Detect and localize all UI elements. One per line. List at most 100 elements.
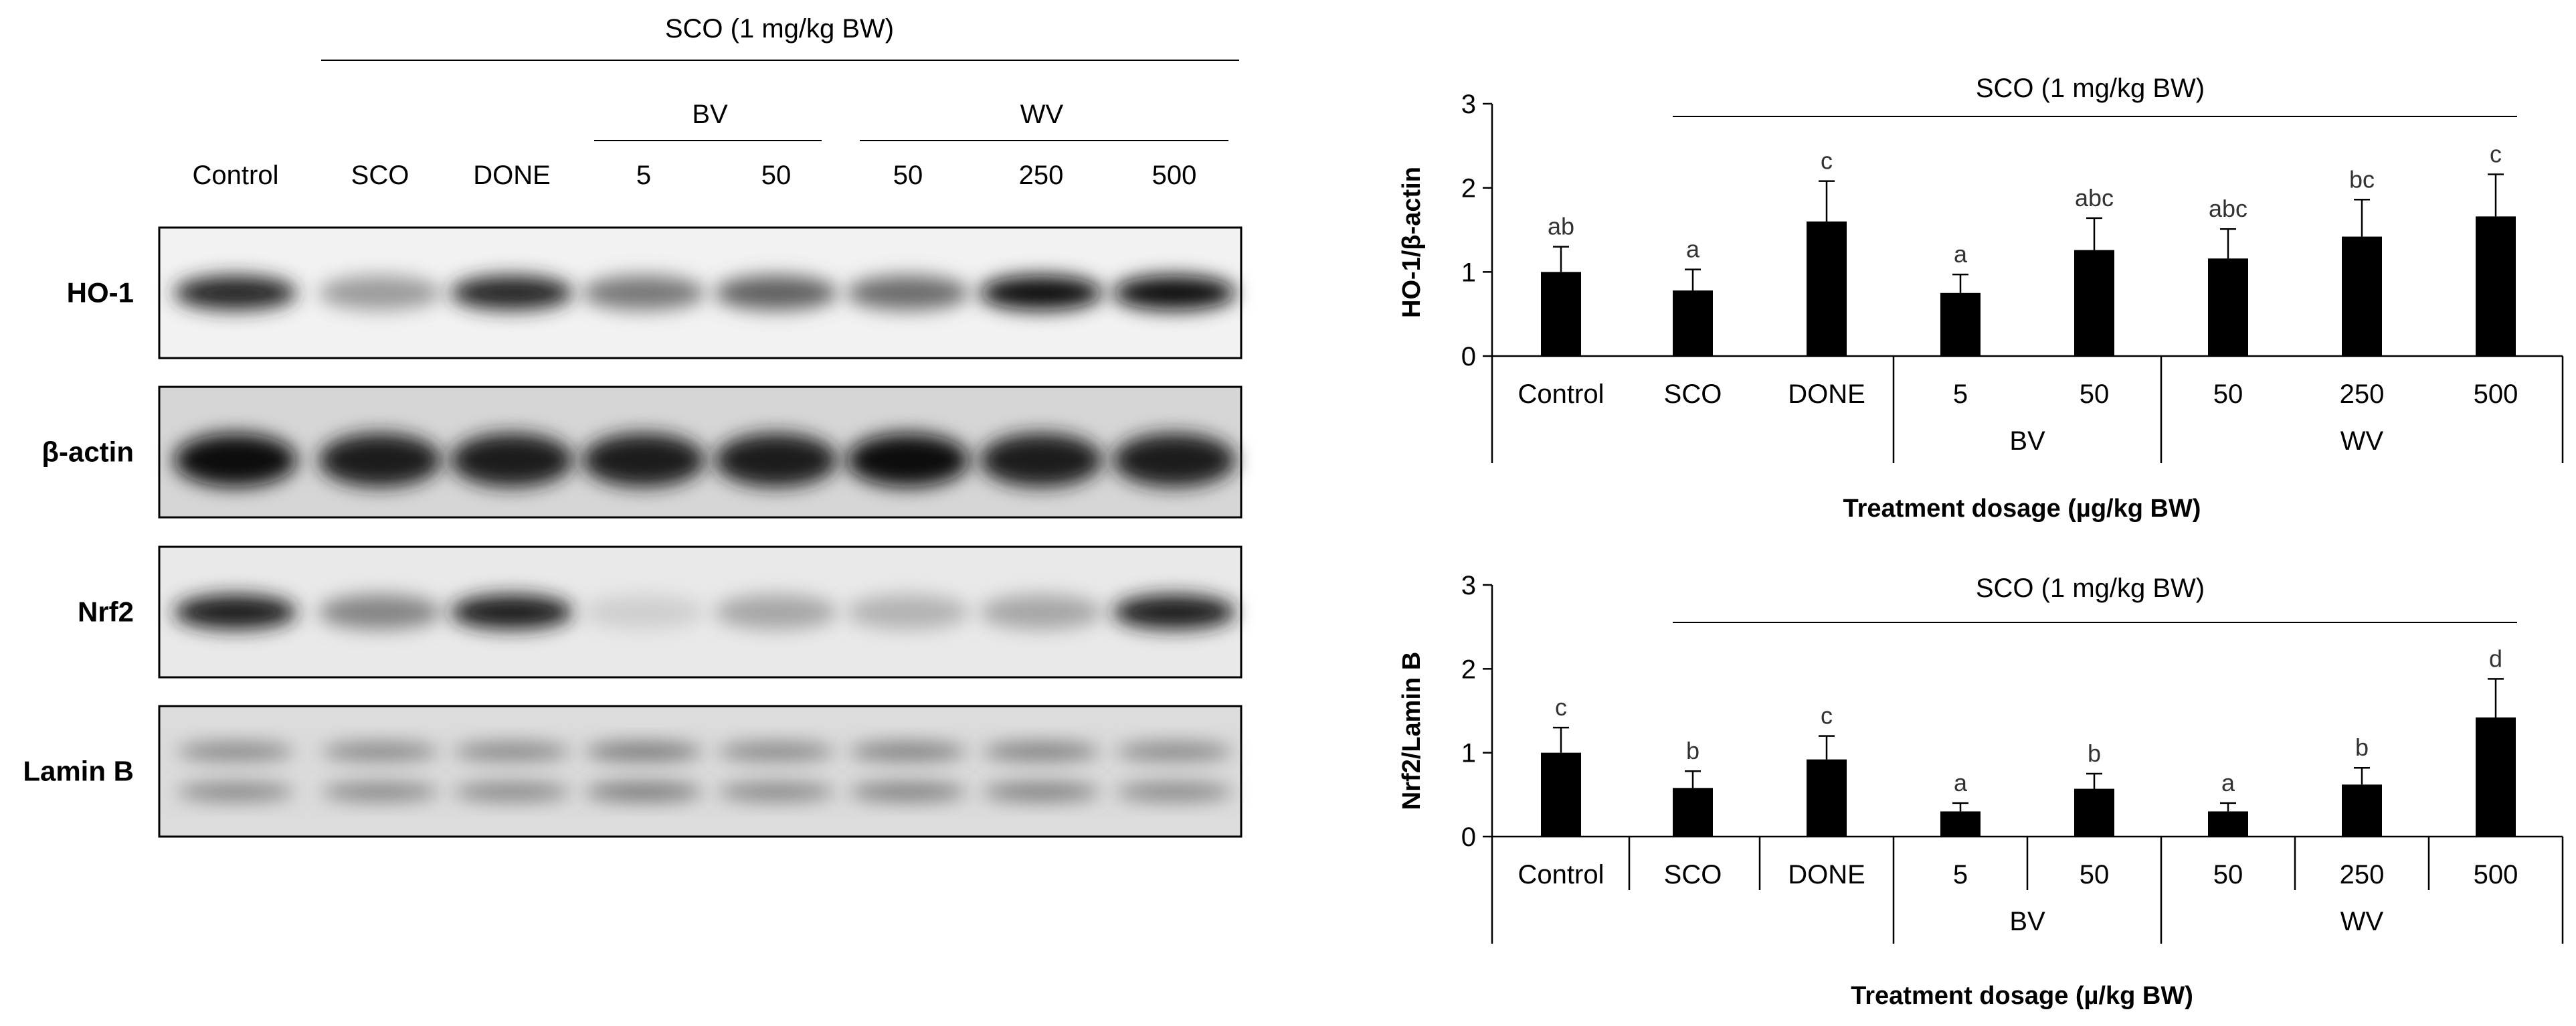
blot-band xyxy=(849,742,967,761)
blot-row-label: HO-1 xyxy=(67,277,134,309)
blot-group-label-wv: WV xyxy=(1020,100,1064,129)
y-tick-label: 0 xyxy=(1461,823,1476,852)
y-tick-label: 2 xyxy=(1461,655,1476,684)
y-tick-label: 0 xyxy=(1461,342,1476,371)
x-group-label: WV xyxy=(2340,426,2384,456)
x-category-label: DONE xyxy=(1788,379,1865,409)
chart1-marks: 0 1 2 3 Control SCO DONE 5 50 50 250 500 BV WV ab a c a ab… xyxy=(1461,90,2564,463)
chart1-annotation: SCO (1 mg/kg BW) xyxy=(1976,74,2205,103)
bar xyxy=(1673,290,1713,356)
blot-band xyxy=(450,275,573,311)
blot-band xyxy=(1113,594,1236,630)
blot-band xyxy=(582,433,705,487)
bar xyxy=(1940,292,1981,356)
blot-band xyxy=(982,742,1100,761)
significance-letter: b xyxy=(1686,737,1699,764)
x-category-label: 500 xyxy=(2474,860,2518,889)
bar xyxy=(2342,784,2382,837)
blot-strip xyxy=(158,705,1243,838)
blot-band xyxy=(321,782,439,801)
significance-letter: c xyxy=(1555,693,1567,721)
blot-rows: HO-1 β-actin Nrf2 Lamin B xyxy=(23,226,1243,838)
blot-header: SCO (1 mg/kg BW) xyxy=(665,14,894,44)
blot-band xyxy=(715,594,838,630)
chart2-annotation: SCO (1 mg/kg BW) xyxy=(1976,574,2205,603)
blot-lane-label: SCO xyxy=(351,161,409,190)
bar xyxy=(2342,236,2382,356)
blot-band xyxy=(1113,275,1236,311)
blot-band xyxy=(980,433,1103,487)
blot-band xyxy=(453,782,571,801)
blot-band xyxy=(980,594,1103,630)
significance-letter: c xyxy=(1821,147,1833,175)
blot-band xyxy=(318,433,442,487)
blot-band xyxy=(982,782,1100,801)
blot-lane-label: Control xyxy=(193,161,279,190)
blot-band xyxy=(318,594,442,630)
chart1-ylabel: HO-1/β-actin xyxy=(1398,167,1426,318)
blot-band xyxy=(450,433,573,487)
blot-lane-label: 250 xyxy=(1019,161,1064,190)
significance-letter: ab xyxy=(1548,213,1574,240)
blot-row-label: Nrf2 xyxy=(78,596,134,628)
x-category-label: DONE xyxy=(1788,860,1865,889)
x-category-label: 5 xyxy=(1953,379,1968,409)
blot-band xyxy=(1115,782,1233,801)
blot-band xyxy=(585,742,703,761)
x-group-label: WV xyxy=(2340,907,2384,936)
x-group-label: BV xyxy=(2009,426,2045,456)
significance-letter: a xyxy=(1954,769,1968,796)
y-tick-label: 2 xyxy=(1461,174,1476,203)
bar xyxy=(2476,717,2516,837)
blot-band xyxy=(717,742,835,761)
x-category-label: 5 xyxy=(1953,860,1968,889)
blot-band xyxy=(177,782,294,801)
blot-band xyxy=(846,275,970,311)
blot-band xyxy=(846,433,970,487)
chart-ho1-beta-actin: SCO (1 mg/kg BW) HO-1/β-actin Treatment … xyxy=(1398,74,2564,523)
significance-letter: a xyxy=(2221,769,2235,796)
x-category-label: Control xyxy=(1518,860,1604,889)
blot-band xyxy=(174,594,297,630)
western-blot-panel: SCO (1 mg/kg BW) BV WV Control SCO DONE 5 50… xyxy=(23,14,1243,838)
chart2-ylabel: Nrf2/Lamin B xyxy=(1398,652,1426,810)
bar xyxy=(1940,811,1981,837)
blot-band xyxy=(585,782,703,801)
bar xyxy=(2074,788,2114,837)
bar xyxy=(2476,216,2516,356)
significance-letter: a xyxy=(1954,240,1968,268)
x-category-label: 50 xyxy=(2213,379,2243,409)
chart1-xlabel: Treatment dosage (µg/kg BW) xyxy=(1843,495,2201,523)
blot-row: Lamin B xyxy=(23,705,1243,838)
x-group-label: BV xyxy=(2009,907,2045,936)
bar xyxy=(2208,258,2248,356)
chart2-marks: 0 1 2 3 Control SCO DONE 5 50 50 250 500 BV WV c b c a b a b… xyxy=(1461,571,2564,944)
x-category-label: 50 xyxy=(2213,860,2243,889)
significance-letter: c xyxy=(2490,141,2502,168)
bar xyxy=(1541,752,1581,837)
significance-letter: abc xyxy=(2209,195,2247,222)
x-category-label: 50 xyxy=(2080,379,2110,409)
blot-lane-label: 50 xyxy=(893,161,923,190)
blot-row: Nrf2 xyxy=(78,545,1243,679)
significance-letter: abc xyxy=(2075,184,2114,211)
x-category-label: 250 xyxy=(2340,860,2385,889)
significance-letter: b xyxy=(2355,734,2369,761)
blot-row: HO-1 xyxy=(67,226,1243,359)
blot-band xyxy=(1113,433,1236,487)
blot-band xyxy=(1115,742,1233,761)
blot-band xyxy=(715,433,838,487)
bar xyxy=(2208,811,2248,837)
blot-band xyxy=(453,742,571,761)
blot-band xyxy=(174,275,297,311)
bar xyxy=(1673,788,1713,837)
bar xyxy=(1807,221,1847,356)
significance-letter: d xyxy=(2489,645,2502,672)
blot-band xyxy=(582,275,705,311)
x-category-label: SCO xyxy=(1664,379,1722,409)
significance-letter: b xyxy=(2088,740,2101,767)
bar xyxy=(1541,272,1581,356)
blot-lane-label: DONE xyxy=(473,161,551,190)
significance-letter: a xyxy=(1686,236,1700,263)
